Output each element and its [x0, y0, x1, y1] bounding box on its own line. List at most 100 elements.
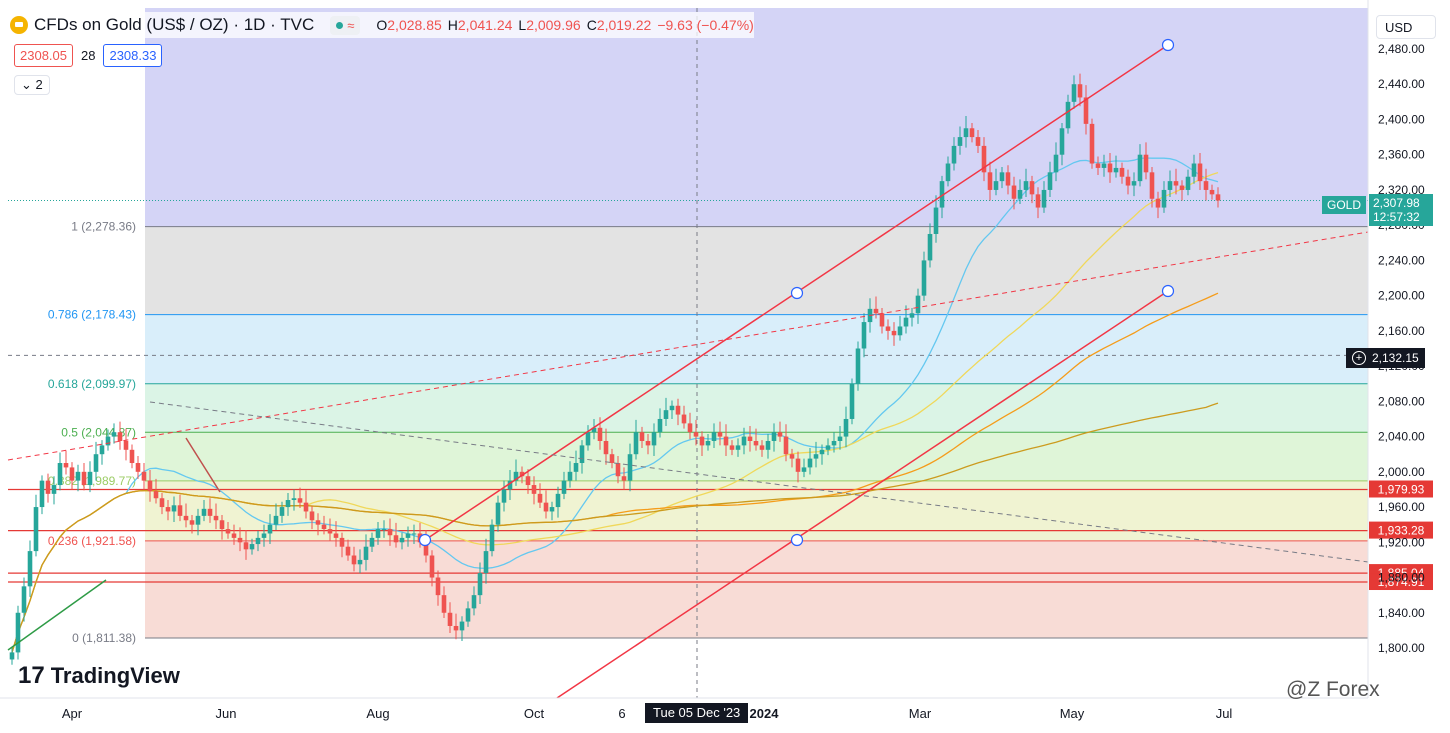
- candle-body: [297, 498, 303, 503]
- candle-body: [591, 427, 597, 433]
- indicators-toggle-button[interactable]: ⌄ 2: [14, 75, 50, 95]
- candle-body: [945, 163, 951, 182]
- candle-body: [33, 507, 39, 552]
- candle-body: [513, 471, 519, 481]
- add-alert-plus-icon[interactable]: +: [1352, 351, 1366, 365]
- candle-body: [195, 515, 201, 525]
- candle-body: [819, 449, 825, 455]
- candle-body: [633, 432, 639, 455]
- candle-body: [1101, 163, 1107, 168]
- chevron-down-icon: ⌄: [21, 77, 32, 92]
- high-label: H: [447, 17, 458, 33]
- candle-body: [873, 308, 879, 314]
- candle-body: [51, 485, 57, 494]
- candle-body: [573, 463, 579, 472]
- candle-body: [117, 432, 123, 441]
- candle-body: [111, 432, 117, 437]
- price-axis-tick: 2,320.00: [1378, 183, 1425, 197]
- market-open-dot-icon: [336, 21, 344, 29]
- candle-body: [645, 440, 651, 446]
- candle-body: [507, 480, 513, 490]
- candle-body: [1035, 194, 1041, 208]
- candle-body: [105, 436, 111, 446]
- candle-body: [183, 515, 189, 521]
- candle-body: [1017, 189, 1023, 199]
- candle-body: [879, 313, 885, 327]
- price-axis-tick: 1,920.00: [1378, 535, 1425, 549]
- price-axis-tick: 1,880.00: [1378, 571, 1425, 585]
- candle-body: [339, 537, 345, 547]
- candle-body: [435, 577, 441, 596]
- candle-body: [165, 507, 171, 512]
- candle-body: [723, 436, 729, 446]
- candle-body: [333, 533, 339, 538]
- price-axis-tick: 2,400.00: [1378, 112, 1425, 126]
- fib-level-label: 0 (1,811.38): [72, 631, 136, 645]
- market-status-badge[interactable]: ≈: [330, 15, 361, 35]
- candle-body: [1179, 185, 1185, 190]
- arrow-line: [7, 579, 107, 651]
- sell-button[interactable]: 2308.05: [14, 44, 73, 67]
- candle-body: [585, 432, 591, 446]
- candle-body: [429, 555, 435, 578]
- price-axis-tick: 1,800.00: [1378, 641, 1425, 655]
- candle-body: [477, 573, 483, 596]
- candle-body: [327, 529, 333, 534]
- price-axis-tick: 2,040.00: [1378, 430, 1425, 444]
- candle-body: [219, 520, 225, 530]
- symbol-tag: GOLD: [1322, 196, 1367, 214]
- candle-body: [795, 458, 801, 472]
- candle-body: [261, 533, 267, 538]
- candle-body: [777, 432, 783, 437]
- symbol-title[interactable]: CFDs on Gold (US$ / OZ) · 1D · TVC: [34, 15, 315, 34]
- candle-body: [357, 559, 363, 565]
- candle-body: [933, 207, 939, 234]
- candle-body: [1137, 154, 1143, 182]
- delayed-icon: ≈: [347, 17, 355, 33]
- candle-body: [1161, 189, 1167, 208]
- candle-body: [303, 502, 309, 512]
- price-tag-label: 1,979.93: [1378, 483, 1425, 497]
- candle-body: [561, 480, 567, 494]
- candle-body: [897, 326, 903, 336]
- candle-body: [765, 440, 771, 450]
- candle-body: [447, 612, 453, 626]
- time-axis-label: Mar: [909, 706, 932, 721]
- candle-body: [759, 445, 765, 450]
- low-value: 2,009.96: [526, 17, 581, 33]
- time-axis-label: Jun: [216, 706, 237, 721]
- candle-body: [891, 330, 897, 336]
- candle-body: [99, 445, 105, 455]
- price-axis-tick: 2,200.00: [1378, 289, 1425, 303]
- time-axis-label: Apr: [62, 706, 83, 721]
- candle-body: [45, 480, 51, 494]
- crosshair-date-tag: Tue 05 Dec '23: [645, 703, 749, 723]
- channel-lower-line: [556, 290, 1169, 699]
- candle-body: [1185, 176, 1191, 190]
- candle-body: [141, 471, 147, 481]
- candle-body: [411, 533, 417, 535]
- candle-body: [699, 436, 705, 446]
- price-axis-tick: 2,440.00: [1378, 77, 1425, 91]
- tradingview-logo[interactable]: 17 TradingView: [18, 662, 180, 690]
- candle-body: [159, 498, 165, 508]
- fib-level-label: 0.236 (1,921.58): [48, 534, 136, 548]
- candle-body: [1113, 167, 1119, 173]
- candle-body: [981, 145, 987, 173]
- candle-body: [747, 436, 753, 441]
- candle-body: [363, 546, 369, 560]
- change-value: −9.63 (−0.47%): [657, 17, 754, 33]
- buy-button[interactable]: 2308.33: [103, 44, 163, 67]
- close-value: 2,019.22: [596, 17, 652, 33]
- candle-body: [153, 491, 159, 499]
- candle-body: [123, 440, 129, 450]
- candle-body: [861, 322, 867, 349]
- candle-body: [927, 233, 933, 261]
- candle-body: [273, 515, 279, 525]
- candle-body: [963, 128, 969, 138]
- candle-body: [1023, 181, 1029, 190]
- currency-selector[interactable]: USD: [1376, 15, 1436, 39]
- spread-value: 28: [81, 48, 96, 63]
- candle-body: [657, 418, 663, 433]
